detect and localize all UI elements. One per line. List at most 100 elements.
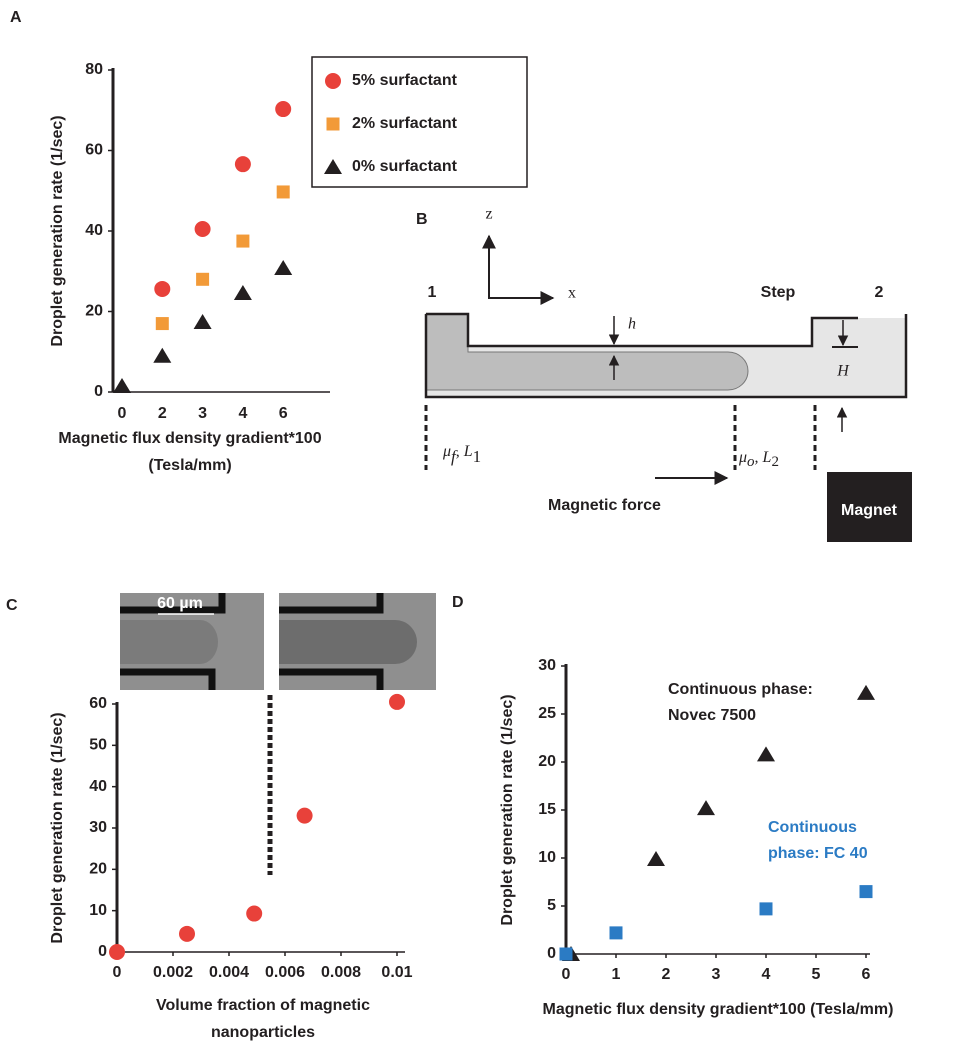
- x-tick-label: 0: [118, 405, 127, 422]
- inset-channel: [279, 593, 384, 690]
- point: [153, 347, 172, 363]
- y-tick-label: 30: [89, 819, 107, 836]
- point: [233, 284, 252, 300]
- point: [196, 272, 210, 286]
- annotation: Novec 7500: [668, 707, 756, 724]
- y-axis-label: Droplet generation rate (1/sec): [499, 694, 516, 925]
- magnet: [827, 472, 912, 542]
- point: [179, 925, 195, 942]
- step-label: Step: [761, 284, 796, 301]
- legend-label: 2% surfactant: [352, 115, 458, 132]
- y-tick-label: 40: [89, 778, 107, 795]
- region-label: μf, L1: [442, 443, 481, 466]
- annotation: Continuous: [768, 819, 857, 836]
- x-tick-label: 2: [662, 966, 671, 983]
- x-tick-label: 1: [612, 966, 621, 983]
- diagram: z x 1 Step 2 h H μf, L1 μo, L2 Magnetic …: [424, 206, 912, 542]
- point: [234, 156, 251, 173]
- y-tick-label: 5: [547, 897, 556, 914]
- point: [155, 317, 169, 331]
- x-tick-label: 6: [279, 405, 288, 422]
- magnet-label: Magnet: [841, 502, 898, 519]
- point: [609, 926, 623, 940]
- x-tick-label: 0.004: [209, 964, 249, 981]
- point: [275, 101, 292, 118]
- y-tick-label: 15: [538, 801, 556, 818]
- point: [697, 800, 715, 816]
- annotation: Continuous phase:: [668, 681, 813, 698]
- x-tick-label: 4: [762, 966, 771, 983]
- dim-label: H: [836, 363, 850, 380]
- y-axis-label: Droplet generation rate (1/sec): [49, 115, 66, 346]
- outlet-label: 2: [875, 284, 884, 301]
- y-tick-label: 40: [85, 222, 103, 239]
- scale-label: 60 µm: [157, 595, 203, 612]
- point: [759, 902, 773, 916]
- legend-box: [311, 56, 528, 188]
- legend-marker: [324, 159, 342, 174]
- y-tick-label: 80: [85, 61, 103, 78]
- legend-label: 5% surfactant: [352, 72, 458, 89]
- region-label: μo, L2: [738, 449, 779, 471]
- y-tick-label: 25: [538, 705, 556, 722]
- x-tick-label: 3: [198, 405, 207, 422]
- y-tick-label: 20: [538, 753, 556, 770]
- x-tick-label: 6: [862, 966, 871, 983]
- point: [109, 944, 125, 960]
- point: [193, 313, 212, 329]
- y-axis-label: Droplet generation rate (1/sec): [49, 712, 66, 943]
- axis-name: z: [485, 206, 492, 223]
- x-tick-label: 0.01: [381, 964, 412, 981]
- dim-label: h: [628, 316, 636, 333]
- y-tick-label: 10: [89, 902, 107, 919]
- x-tick-label: 0: [562, 966, 571, 983]
- point: [276, 185, 290, 199]
- channel-wall: [424, 312, 908, 399]
- x-tick-label: 0.008: [321, 964, 361, 981]
- y-tick-label: 60: [85, 142, 103, 159]
- legend-marker: [326, 117, 340, 131]
- inset-channel: [120, 593, 226, 690]
- point: [246, 905, 263, 922]
- y-tick-label: 0: [547, 945, 556, 962]
- x-tick-label: 3: [712, 966, 721, 983]
- y-tick-label: 20: [89, 861, 107, 878]
- x-tick-label: 0.006: [265, 964, 305, 981]
- x-axis-label: (Tesla/mm): [148, 457, 231, 474]
- y-tick-label: 60: [89, 695, 107, 712]
- panel-label: C: [6, 597, 18, 614]
- y-tick-label: 20: [85, 303, 103, 320]
- y-tick-label: 0: [94, 383, 103, 400]
- point: [757, 746, 775, 762]
- x-axis-label: nanoparticles: [211, 1024, 315, 1041]
- point: [236, 234, 250, 248]
- point: [113, 377, 131, 393]
- legend-marker: [325, 73, 341, 89]
- ferrofluid: [425, 313, 749, 391]
- panel-label: A: [10, 9, 22, 26]
- force-label: Magnetic force: [548, 497, 661, 514]
- point: [389, 693, 405, 710]
- y-tick-label: 30: [538, 657, 556, 674]
- panel-label: B: [416, 211, 428, 228]
- inset-images: 60 µm: [120, 593, 436, 875]
- inset-droplet: [279, 620, 417, 664]
- x-tick-label: 4: [238, 405, 247, 422]
- point: [857, 684, 875, 700]
- legend-label: 0% surfactant: [352, 158, 458, 175]
- point: [647, 850, 665, 866]
- point: [296, 807, 313, 824]
- y-tick-label: 0: [98, 943, 107, 960]
- point: [154, 280, 171, 297]
- y-tick-label: 50: [89, 737, 107, 754]
- x-tick-label: 0: [113, 964, 122, 981]
- x-axis-label: Volume fraction of magnetic: [156, 997, 370, 1014]
- point: [859, 885, 873, 899]
- y-tick-label: 10: [538, 849, 556, 866]
- annotation: phase: FC 40: [768, 845, 868, 862]
- x-tick-label: 5: [812, 966, 821, 983]
- x-axis-label: Magnetic flux density gradient*100: [58, 430, 321, 447]
- axis-name: x: [568, 285, 576, 302]
- x-axis-label: Magnetic flux density gradient*100 (Tesl…: [543, 1001, 894, 1018]
